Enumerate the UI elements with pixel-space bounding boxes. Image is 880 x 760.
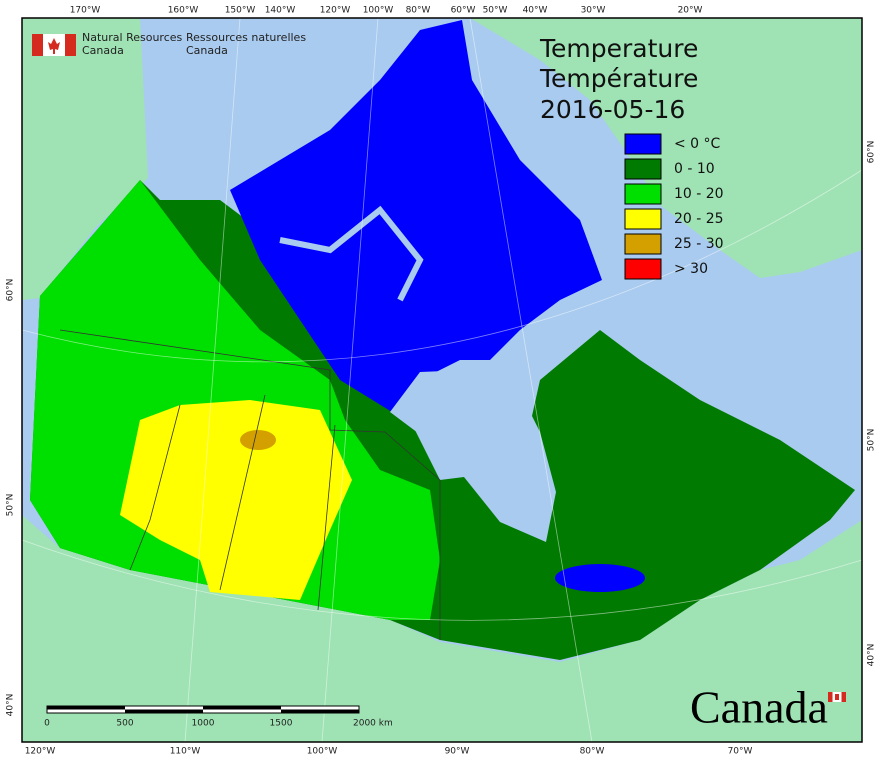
graticule-label: 160°W — [168, 6, 199, 16]
agency-fr: Canada — [186, 44, 228, 57]
graticule-label: 120°W — [25, 747, 56, 757]
legend-label: 20 - 25 — [674, 211, 724, 227]
legend-swatch — [624, 158, 662, 180]
graticule-label: 80°W — [406, 6, 431, 16]
scale-label: 1000 — [192, 719, 215, 729]
graticule-lines — [21, 17, 863, 743]
graticule-label: 40°N — [6, 694, 16, 717]
date: 2016-05-16 — [540, 95, 685, 124]
legend-swatch — [624, 258, 662, 280]
graticule-label: 170°W — [70, 6, 101, 16]
legend-swatch — [624, 208, 662, 230]
graticule-label: 40°N — [867, 644, 877, 667]
alaska — [22, 18, 148, 300]
agency-en: Canada — [82, 44, 124, 57]
wordmark: Canada — [690, 682, 846, 733]
legend-swatch — [624, 233, 662, 255]
graticule-label: 100°W — [363, 6, 394, 16]
scale-label: 1500 — [270, 719, 293, 729]
graticule-label: 150°W — [225, 6, 256, 16]
legend-swatch — [624, 183, 662, 205]
canada-warm — [120, 400, 352, 600]
graticule-label: 120°W — [320, 6, 351, 16]
graticule-label: 60°N — [867, 141, 877, 164]
frame-border — [21, 17, 863, 743]
graticule-label: 60°W — [451, 6, 476, 16]
graticule-label: 60°N — [6, 279, 16, 302]
legend-swatch — [624, 133, 662, 155]
greenland — [470, 18, 862, 278]
agency-en: Natural Resources — [82, 31, 183, 44]
graticule-label: 40°W — [523, 6, 548, 16]
graticule-label: 100°W — [307, 747, 338, 757]
hudson-bay — [390, 370, 556, 542]
title: Temperature — [539, 34, 698, 63]
graticule-label: 70°W — [728, 747, 753, 757]
graticule-label: 140°W — [265, 6, 296, 16]
graticule-label: 80°W — [580, 747, 605, 757]
usa — [22, 515, 862, 742]
canada-cold-south — [555, 564, 645, 592]
title: Température — [539, 64, 698, 93]
map-frame — [21, 17, 863, 743]
graticule-label: 20°W — [678, 6, 703, 16]
graticule-label: 50°W — [483, 6, 508, 16]
scale-label: 0 — [44, 719, 50, 729]
graticule-label: 50°N — [6, 494, 16, 517]
nrcan-flag — [32, 34, 76, 56]
graticule-label: 30°W — [581, 6, 606, 16]
legend-label: < 0 °C — [674, 136, 721, 152]
wordmark-text: Canada — [690, 682, 828, 733]
legend-label: 10 - 20 — [674, 186, 724, 202]
canada-cold — [230, 20, 602, 412]
agency-fr: Ressources naturelles — [186, 31, 306, 44]
arctic-channels — [279, 205, 424, 302]
borders — [59, 329, 441, 640]
graticule-label: 90°W — [445, 747, 470, 757]
legend-label: 25 - 30 — [674, 236, 724, 252]
legend-label: > 30 — [674, 261, 708, 277]
graticule-label: 50°N — [867, 429, 877, 452]
canada-hot — [240, 430, 276, 450]
graticule-label: 110°W — [170, 747, 201, 757]
scale-bar — [46, 705, 360, 714]
scale-label: 2000 km — [353, 719, 393, 729]
scale-label: 500 — [116, 719, 133, 729]
legend-label: 0 - 10 — [674, 161, 715, 177]
